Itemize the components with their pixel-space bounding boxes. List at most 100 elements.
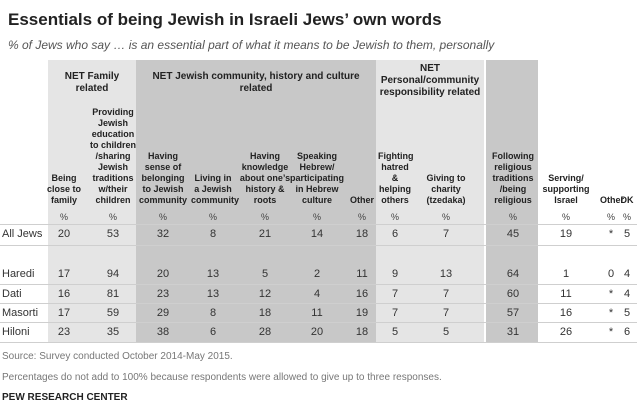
chart-title: Essentials of being Jewish in Israeli Je… [8,10,442,29]
column-header: Having knowledge about one’s history & r… [239,151,291,205]
table-cell: 4 [623,268,631,280]
table-cell: 28 [258,326,272,338]
table-cell: 21 [258,228,272,240]
table-cell: 0 [607,268,615,280]
table-cell: 17 [57,307,71,319]
table-cell: 31 [506,326,520,338]
table-cell: 20 [57,228,71,240]
group-header-community: NET Jewish community, history and cultur… [152,71,360,94]
table-cell: 18 [355,326,369,338]
row-divider [0,245,637,246]
table-cell: 16 [57,288,71,300]
table-cell: 7 [442,288,450,300]
table-cell: 7 [442,228,450,240]
table-cell: 23 [156,288,170,300]
table-cell: 17 [57,268,71,280]
table-cell: 12 [258,288,272,300]
table-cell: 13 [439,268,453,280]
table-cell: 9 [391,268,399,280]
table-cell: 38 [156,326,170,338]
percent-unit-label: % [208,212,217,222]
table-cell: 81 [106,288,120,300]
table-cell: 5 [623,307,631,319]
table-cell: 26 [559,326,573,338]
responsibility-band-bg [376,60,484,342]
percent-unit-label: % [622,212,631,222]
table-cell: 6 [623,326,631,338]
percent-unit-label: % [108,212,117,222]
table-cell: 14 [310,228,324,240]
table-cell: 20 [156,268,170,280]
table-cell: 7 [391,288,399,300]
percent-unit-label: % [606,212,615,222]
column-header: Living in a Jewish community [191,173,240,205]
column-header: Speaking Hebrew/ participating in Hebrew… [289,151,344,205]
percent-unit-label: % [561,212,570,222]
religious-band-bg [486,60,538,342]
table-cell: 4 [623,288,631,300]
table-cell: 94 [106,268,120,280]
row-divider [0,224,637,225]
row-label: Haredi [2,268,35,280]
group-header-family: NET Family related [64,71,120,94]
table-cell: 19 [355,307,369,319]
table-cell: 45 [506,228,520,240]
table-cell: 11 [311,307,323,319]
table-cell: 1 [562,268,570,280]
percent-unit-label: % [390,212,399,222]
table-cell: 18 [258,307,272,319]
table-cell: 6 [209,326,217,338]
table-cell: 5 [261,268,269,280]
table-cell: 20 [310,326,324,338]
table-cell: * [608,288,614,300]
table-cell: * [608,228,614,240]
table-cell: 7 [391,307,399,319]
table-cell: 60 [506,288,520,300]
percent-unit-label: % [312,212,321,222]
table-cell: 13 [206,268,220,280]
table-cell: 19 [559,228,573,240]
percent-unit-label: % [59,212,68,222]
footnote: Percentages do not add to 100% because r… [2,372,442,383]
percent-unit-label: % [260,212,269,222]
percent-unit-label: % [508,212,517,222]
column-header: Serving/ supporting Israel [542,173,590,205]
percent-unit-label: % [357,212,366,222]
column-header: Fighting hatred & helping others [378,151,414,205]
row-divider [0,303,637,304]
chart-subtitle: % of Jews who say … is an essential part… [8,38,495,52]
table-cell: 59 [106,307,120,319]
column-header: Other [600,195,625,205]
table-cell: * [608,307,614,319]
table-cell: 57 [506,307,520,319]
table-cell: 5 [623,228,631,240]
table-cell: 23 [57,326,71,338]
table-cell: * [608,326,614,338]
table-cell: 18 [355,228,369,240]
row-divider [0,322,637,323]
percent-unit-label: % [158,212,167,222]
group-header-responsibility: NET Personal/community responsibility re… [379,63,481,98]
source-note: Source: Survey conducted October 2014-Ma… [2,351,233,362]
table-cell: 29 [156,307,170,319]
table-cell: 16 [559,307,573,319]
table-cell: 6 [391,228,399,240]
row-label: All Jews [2,228,43,240]
column-header: Following religious traditions /being re… [492,151,534,205]
row-label: Dati [2,288,22,300]
table-cell: 64 [506,268,520,280]
column-header: DK [620,195,634,205]
row-divider [0,342,637,343]
table-cell: 5 [442,326,450,338]
table-cell: 53 [106,228,120,240]
table-cell: 8 [209,228,217,240]
column-header: Having sense of belonging to Jewish comm… [138,151,187,205]
table-cell: 11 [560,288,572,300]
table-cell: 4 [313,288,321,300]
table-cell: 35 [106,326,120,338]
table-cell: 8 [209,307,217,319]
percent-unit-label: % [441,212,450,222]
row-label: Masorti [2,307,39,319]
community-band-bg [136,60,376,342]
row-label: Hiloni [2,326,30,338]
